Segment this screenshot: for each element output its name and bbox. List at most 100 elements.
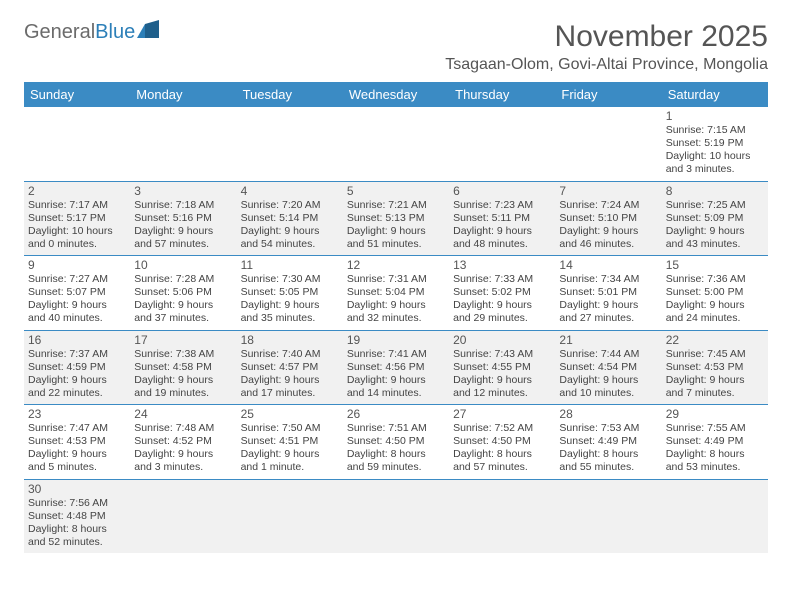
calendar-cell: [24, 107, 130, 181]
day-header: Saturday: [662, 82, 768, 107]
day-info: Sunrise: 7:34 AMSunset: 5:01 PMDaylight:…: [559, 273, 657, 326]
day-number: 29: [666, 407, 764, 421]
day-number: 5: [347, 184, 445, 198]
calendar-row: 16Sunrise: 7:37 AMSunset: 4:59 PMDayligh…: [24, 330, 768, 405]
calendar-cell: 29Sunrise: 7:55 AMSunset: 4:49 PMDayligh…: [662, 405, 768, 480]
day-number: 14: [559, 258, 657, 272]
day-number: 6: [453, 184, 551, 198]
calendar-cell: [130, 107, 236, 181]
month-title: November 2025: [445, 20, 768, 54]
calendar-cell: 5Sunrise: 7:21 AMSunset: 5:13 PMDaylight…: [343, 181, 449, 256]
location: Tsagaan-Olom, Govi-Altai Province, Mongo…: [445, 56, 768, 74]
calendar-cell: [449, 479, 555, 553]
day-info: Sunrise: 7:48 AMSunset: 4:52 PMDaylight:…: [134, 422, 232, 475]
day-number: 1: [666, 109, 764, 123]
calendar-cell: 23Sunrise: 7:47 AMSunset: 4:53 PMDayligh…: [24, 405, 130, 480]
day-number: 22: [666, 333, 764, 347]
day-header: Tuesday: [237, 82, 343, 107]
day-info: Sunrise: 7:31 AMSunset: 5:04 PMDaylight:…: [347, 273, 445, 326]
calendar-cell: 13Sunrise: 7:33 AMSunset: 5:02 PMDayligh…: [449, 256, 555, 331]
calendar-header-row: SundayMondayTuesdayWednesdayThursdayFrid…: [24, 82, 768, 107]
day-number: 23: [28, 407, 126, 421]
title-block: November 2025 Tsagaan-Olom, Govi-Altai P…: [445, 20, 768, 74]
calendar-cell: 10Sunrise: 7:28 AMSunset: 5:06 PMDayligh…: [130, 256, 236, 331]
logo: GeneralBlue: [24, 20, 163, 44]
calendar-cell: [343, 107, 449, 181]
day-info: Sunrise: 7:18 AMSunset: 5:16 PMDaylight:…: [134, 199, 232, 252]
logo-text-2: Blue: [95, 21, 135, 44]
day-number: 25: [241, 407, 339, 421]
day-number: 9: [28, 258, 126, 272]
day-info: Sunrise: 7:25 AMSunset: 5:09 PMDaylight:…: [666, 199, 764, 252]
calendar-cell: 22Sunrise: 7:45 AMSunset: 4:53 PMDayligh…: [662, 330, 768, 405]
day-number: 11: [241, 258, 339, 272]
calendar-row: 1Sunrise: 7:15 AMSunset: 5:19 PMDaylight…: [24, 107, 768, 181]
calendar-cell: 21Sunrise: 7:44 AMSunset: 4:54 PMDayligh…: [555, 330, 661, 405]
calendar-cell: [449, 107, 555, 181]
day-header: Monday: [130, 82, 236, 107]
day-info: Sunrise: 7:45 AMSunset: 4:53 PMDaylight:…: [666, 348, 764, 401]
calendar-cell: [343, 479, 449, 553]
day-number: 18: [241, 333, 339, 347]
day-number: 7: [559, 184, 657, 198]
day-info: Sunrise: 7:56 AMSunset: 4:48 PMDaylight:…: [28, 497, 126, 550]
calendar-cell: 25Sunrise: 7:50 AMSunset: 4:51 PMDayligh…: [237, 405, 343, 480]
calendar-cell: 16Sunrise: 7:37 AMSunset: 4:59 PMDayligh…: [24, 330, 130, 405]
calendar-cell: [555, 479, 661, 553]
day-number: 4: [241, 184, 339, 198]
day-info: Sunrise: 7:17 AMSunset: 5:17 PMDaylight:…: [28, 199, 126, 252]
day-info: Sunrise: 7:44 AMSunset: 4:54 PMDaylight:…: [559, 348, 657, 401]
day-number: 13: [453, 258, 551, 272]
day-number: 26: [347, 407, 445, 421]
header: GeneralBlue November 2025 Tsagaan-Olom, …: [24, 20, 768, 74]
day-header: Sunday: [24, 82, 130, 107]
day-info: Sunrise: 7:55 AMSunset: 4:49 PMDaylight:…: [666, 422, 764, 475]
day-info: Sunrise: 7:50 AMSunset: 4:51 PMDaylight:…: [241, 422, 339, 475]
day-header: Friday: [555, 82, 661, 107]
calendar-cell: 12Sunrise: 7:31 AMSunset: 5:04 PMDayligh…: [343, 256, 449, 331]
calendar-body: 1Sunrise: 7:15 AMSunset: 5:19 PMDaylight…: [24, 107, 768, 553]
day-number: 3: [134, 184, 232, 198]
day-info: Sunrise: 7:47 AMSunset: 4:53 PMDaylight:…: [28, 422, 126, 475]
day-info: Sunrise: 7:51 AMSunset: 4:50 PMDaylight:…: [347, 422, 445, 475]
day-number: 30: [28, 482, 126, 496]
day-info: Sunrise: 7:23 AMSunset: 5:11 PMDaylight:…: [453, 199, 551, 252]
day-number: 21: [559, 333, 657, 347]
calendar-cell: 30Sunrise: 7:56 AMSunset: 4:48 PMDayligh…: [24, 479, 130, 553]
calendar-table: SundayMondayTuesdayWednesdayThursdayFrid…: [24, 82, 768, 553]
day-info: Sunrise: 7:53 AMSunset: 4:49 PMDaylight:…: [559, 422, 657, 475]
day-number: 27: [453, 407, 551, 421]
day-info: Sunrise: 7:52 AMSunset: 4:50 PMDaylight:…: [453, 422, 551, 475]
calendar-cell: 9Sunrise: 7:27 AMSunset: 5:07 PMDaylight…: [24, 256, 130, 331]
day-number: 8: [666, 184, 764, 198]
calendar-cell: 7Sunrise: 7:24 AMSunset: 5:10 PMDaylight…: [555, 181, 661, 256]
day-info: Sunrise: 7:15 AMSunset: 5:19 PMDaylight:…: [666, 124, 764, 177]
logo-icon: [137, 20, 163, 44]
calendar-cell: 6Sunrise: 7:23 AMSunset: 5:11 PMDaylight…: [449, 181, 555, 256]
calendar-cell: [130, 479, 236, 553]
day-number: 16: [28, 333, 126, 347]
calendar-cell: 24Sunrise: 7:48 AMSunset: 4:52 PMDayligh…: [130, 405, 236, 480]
day-info: Sunrise: 7:40 AMSunset: 4:57 PMDaylight:…: [241, 348, 339, 401]
calendar-row: 30Sunrise: 7:56 AMSunset: 4:48 PMDayligh…: [24, 479, 768, 553]
calendar-cell: 14Sunrise: 7:34 AMSunset: 5:01 PMDayligh…: [555, 256, 661, 331]
calendar-cell: 26Sunrise: 7:51 AMSunset: 4:50 PMDayligh…: [343, 405, 449, 480]
calendar-cell: 4Sunrise: 7:20 AMSunset: 5:14 PMDaylight…: [237, 181, 343, 256]
calendar-row: 23Sunrise: 7:47 AMSunset: 4:53 PMDayligh…: [24, 405, 768, 480]
day-number: 20: [453, 333, 551, 347]
calendar-cell: [237, 479, 343, 553]
day-number: 17: [134, 333, 232, 347]
day-info: Sunrise: 7:43 AMSunset: 4:55 PMDaylight:…: [453, 348, 551, 401]
day-header: Wednesday: [343, 82, 449, 107]
day-info: Sunrise: 7:21 AMSunset: 5:13 PMDaylight:…: [347, 199, 445, 252]
day-info: Sunrise: 7:37 AMSunset: 4:59 PMDaylight:…: [28, 348, 126, 401]
day-info: Sunrise: 7:27 AMSunset: 5:07 PMDaylight:…: [28, 273, 126, 326]
calendar-cell: 27Sunrise: 7:52 AMSunset: 4:50 PMDayligh…: [449, 405, 555, 480]
day-info: Sunrise: 7:30 AMSunset: 5:05 PMDaylight:…: [241, 273, 339, 326]
calendar-cell: 2Sunrise: 7:17 AMSunset: 5:17 PMDaylight…: [24, 181, 130, 256]
calendar-row: 9Sunrise: 7:27 AMSunset: 5:07 PMDaylight…: [24, 256, 768, 331]
calendar-cell: [555, 107, 661, 181]
calendar-cell: 20Sunrise: 7:43 AMSunset: 4:55 PMDayligh…: [449, 330, 555, 405]
day-number: 15: [666, 258, 764, 272]
day-header: Thursday: [449, 82, 555, 107]
